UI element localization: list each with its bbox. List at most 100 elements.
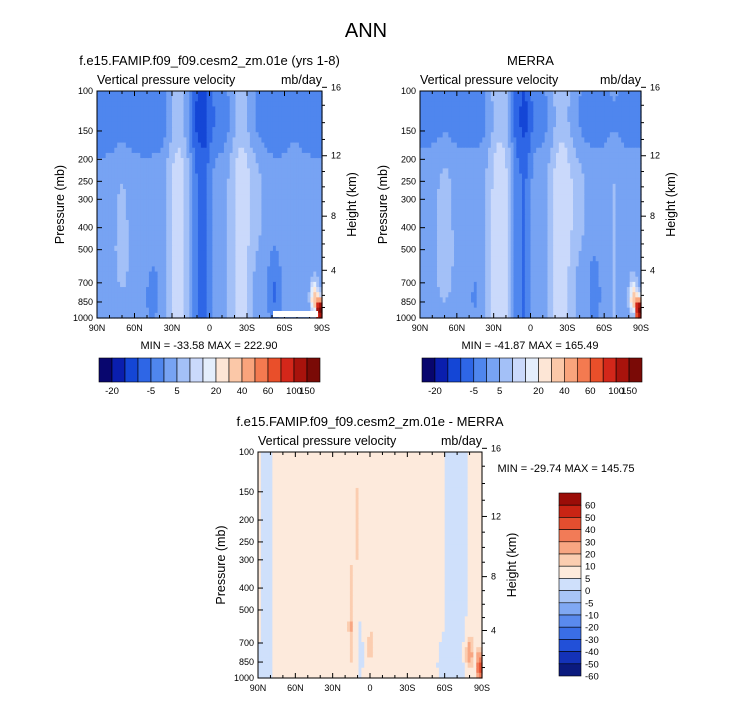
heatmap-cell xyxy=(174,189,179,195)
heatmap-cell xyxy=(445,91,449,97)
heatmap-cell xyxy=(539,142,543,149)
heatmap-cell xyxy=(499,158,503,164)
heatmap-cell xyxy=(140,199,144,206)
heatmap-cell xyxy=(102,91,107,97)
heatmap-cell xyxy=(160,312,164,319)
heatmap-cell xyxy=(232,127,237,133)
heatmap-cell xyxy=(319,101,323,108)
heatmap-cell xyxy=(160,147,164,154)
heatmap-cell xyxy=(615,111,619,118)
heatmap-cell xyxy=(307,152,312,159)
heatmap-cell xyxy=(553,178,557,185)
heatmap-cell xyxy=(174,147,179,154)
heatmap-cell xyxy=(575,96,580,102)
heatmap-cell xyxy=(592,116,597,123)
heatmap-cell xyxy=(203,281,208,288)
heatmap-cell xyxy=(209,271,213,278)
heatmap-cell xyxy=(629,96,634,102)
heatmap-cell xyxy=(212,116,216,123)
heatmap-cell xyxy=(293,142,297,149)
heatmap-cell xyxy=(564,116,568,123)
heatmap-cell xyxy=(151,163,156,169)
heatmap-cell xyxy=(609,127,614,133)
heatmap-cell xyxy=(570,132,574,139)
heatmap-cell xyxy=(272,178,277,185)
heatmap-cell xyxy=(247,240,251,247)
heatmap-cell xyxy=(218,189,222,195)
heatmap-cell xyxy=(505,111,509,118)
heatmap-cell xyxy=(307,96,312,102)
heatmap-cell xyxy=(148,127,153,133)
heatmap-cell xyxy=(307,271,312,278)
heatmap-cell xyxy=(272,302,277,309)
heatmap-cell xyxy=(174,204,179,211)
heatmap-cell xyxy=(581,127,585,133)
heatmap-cell xyxy=(143,204,147,211)
heatmap-cell xyxy=(629,106,634,113)
heatmap-cell xyxy=(120,199,124,206)
heatmap-cell xyxy=(241,189,245,195)
heatmap-cell xyxy=(304,230,309,237)
heatmap-cell xyxy=(304,250,309,257)
heatmap-cell xyxy=(97,209,101,216)
heatmap-cell xyxy=(255,199,260,206)
heatmap-cell xyxy=(539,147,543,154)
heatmap-cell xyxy=(134,111,138,118)
heatmap-cell xyxy=(128,158,133,164)
heatmap-cell xyxy=(192,250,196,257)
heatmap-cell xyxy=(241,250,245,257)
heatmap-cell xyxy=(255,173,260,180)
heatmap-cell xyxy=(604,163,608,169)
heatmap-cell xyxy=(215,214,219,221)
heatmap-cell xyxy=(310,219,314,226)
heatmap-cell xyxy=(533,137,537,144)
heatmap-cell xyxy=(212,230,216,237)
heatmap-cell xyxy=(111,199,115,206)
heatmap-cell xyxy=(304,271,309,278)
heatmap-cell xyxy=(505,127,509,133)
heatmap-cell xyxy=(632,173,636,180)
heatmap-cell xyxy=(422,183,427,190)
heatmap-cell xyxy=(125,111,130,118)
heatmap-cell xyxy=(516,121,520,128)
heatmap-cell xyxy=(192,178,196,185)
heatmap-cell xyxy=(235,297,239,304)
heatmap-cell xyxy=(618,127,622,133)
heatmap-cell xyxy=(114,209,118,216)
heatmap-cell xyxy=(97,204,101,211)
heatmap-cell xyxy=(215,189,219,195)
heatmap-cell xyxy=(459,106,464,113)
heatmap-cell xyxy=(186,225,190,231)
heatmap-cell xyxy=(163,307,167,314)
heatmap-cell xyxy=(304,147,309,154)
heatmap-cell xyxy=(169,292,173,298)
heatmap-cell xyxy=(485,101,489,108)
heatmap-cell xyxy=(241,219,245,226)
heatmap-cell xyxy=(154,230,159,237)
heatmap-cell xyxy=(114,256,118,262)
y-tick-label: 400 xyxy=(78,223,93,233)
heatmap-cell xyxy=(108,168,113,175)
heatmap-cell xyxy=(316,256,320,262)
heatmap-cell xyxy=(102,250,107,257)
heatmap-cell xyxy=(183,214,188,221)
heatmap-cell xyxy=(255,219,260,226)
heatmap-cell xyxy=(99,204,104,211)
heatmap-cell xyxy=(97,235,101,242)
heatmap-cell xyxy=(635,173,639,180)
heatmap-cell xyxy=(120,106,124,113)
heatmap-cell xyxy=(140,245,144,252)
heatmap-cell xyxy=(287,245,291,252)
heatmap-cell xyxy=(261,106,265,113)
heatmap-cell xyxy=(287,261,291,268)
heatmap-cell xyxy=(319,266,323,273)
heatmap-cell xyxy=(189,225,193,231)
heatmap-cell xyxy=(553,111,557,118)
heatmap-cell xyxy=(258,106,263,113)
heatmap-cell xyxy=(584,116,588,123)
heatmap-cell xyxy=(120,204,124,211)
heatmap-cell xyxy=(558,168,563,175)
heatmap-cell xyxy=(114,137,118,144)
heatmap-cell xyxy=(229,132,234,139)
heatmap-cell xyxy=(114,183,118,190)
